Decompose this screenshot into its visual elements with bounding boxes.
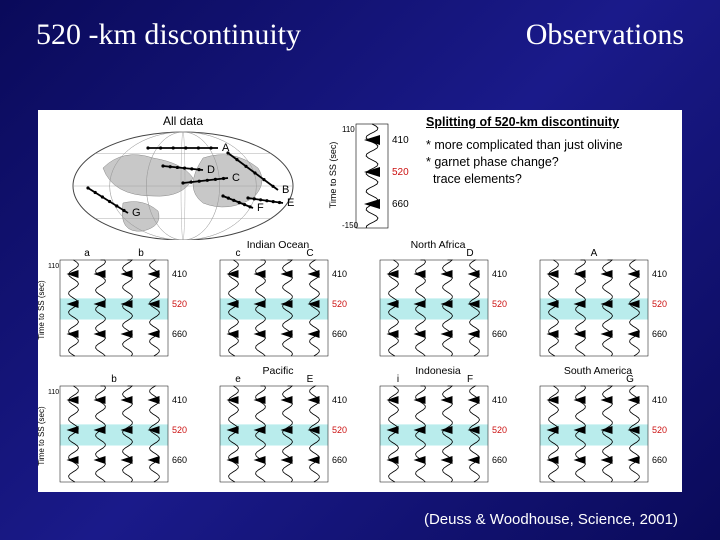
svg-text:Time to SS (sec): Time to SS (sec) [38,280,46,340]
citation: (Deuss & Woodhouse, Science, 2001) [424,511,678,528]
svg-text:660: 660 [492,455,507,465]
svg-text:D: D [207,164,215,176]
seismogram-icon: 410520660D [358,240,518,366]
figure-top-row: All data ABGCDEF Time to SS (sec)110-150… [38,110,682,240]
svg-text:660: 660 [172,455,187,465]
panel-title-c: Indian Ocean [198,239,358,251]
svg-text:B: B [282,184,289,196]
seismogram-icon: Time to SS (sec) 110 410 520 660 a b [38,240,198,366]
summary-stack-icon: Time to SS (sec)110-150410520660 [328,110,418,240]
title-row: 520 -km discontinuity Observations [0,0,720,60]
svg-text:660: 660 [392,199,409,210]
panel-e: Pacific410520660eE [198,366,358,492]
seismogram-icon: 410520660G [518,366,678,492]
svg-text:a: a [84,248,90,259]
svg-text:520: 520 [392,167,409,178]
panel-c: Indian Ocean410520660cC [198,240,358,366]
panel-f: Indonesia410520660iF [358,366,518,492]
svg-text:E: E [287,197,294,209]
svg-text:410: 410 [332,269,347,279]
svg-text:660: 660 [332,329,347,339]
svg-text:110: 110 [48,389,59,396]
svg-text:410: 410 [392,135,409,146]
svg-text:110: 110 [48,263,59,270]
svg-text:660: 660 [652,455,667,465]
svg-text:b: b [138,248,144,259]
svg-text:410: 410 [172,269,187,279]
overlay-bullet-1: * garnet phase change? [426,154,674,171]
panel-title-e: Pacific [198,365,358,377]
panel-A: 410 520 660 A [518,240,678,366]
svg-text:520: 520 [172,299,187,309]
overlay-subtitle: Splitting of 520-km discontinuity [426,114,674,131]
svg-text:520: 520 [652,299,667,309]
svg-text:520: 520 [492,425,507,435]
panel-title-d: North Africa [358,239,518,251]
overlay-bullet-2: trace elements? [426,171,674,188]
overlay-bullet-0: * more complicated than just olivine [426,137,674,154]
svg-text:520: 520 [332,425,347,435]
svg-text:520: 520 [652,425,667,435]
seismogram-icon: 410520660cC [198,240,358,366]
panel-d: North Africa410520660D [358,240,518,366]
panels-grid: Time to SS (sec) 110 410 520 660 a b Indian Oce… [38,240,682,492]
seismogram-icon: Time to SS (sec) 110 410 520 660 b [38,366,198,492]
globe-map-icon: ABGCDEF [53,128,313,240]
svg-text:660: 660 [652,329,667,339]
svg-text:410: 410 [172,395,187,405]
globe-panel: All data ABGCDEF [38,110,328,240]
panel-b: Time to SS (sec) 110 410 520 660 b [38,366,198,492]
text-overlay: Splitting of 520-km discontinuity * more… [418,110,682,240]
svg-text:110: 110 [342,125,355,134]
seismogram-icon: 410520660eE [198,366,358,492]
svg-text:Time to SS (sec): Time to SS (sec) [38,406,46,466]
panel-title-f: Indonesia [358,365,518,377]
svg-text:520: 520 [172,425,187,435]
svg-text:Time to SS (sec): Time to SS (sec) [328,142,338,209]
svg-text:F: F [257,202,264,214]
svg-text:C: C [232,172,240,184]
svg-text:410: 410 [492,269,507,279]
svg-text:A: A [591,248,598,259]
title-right: Observations [526,18,684,52]
svg-text:G: G [132,207,141,219]
top-summary-chart: Time to SS (sec)110-150410520660 [328,110,418,240]
svg-text:410: 410 [332,395,347,405]
figure-area: All data ABGCDEF Time to SS (sec)110-150… [38,110,682,492]
panel-title-g: South America [518,365,678,377]
svg-text:660: 660 [332,455,347,465]
globe-title: All data [44,114,322,128]
panel-a: Time to SS (sec) 110 410 520 660 a b [38,240,198,366]
svg-text:660: 660 [172,329,187,339]
panel-g: South America410520660G [518,366,678,492]
svg-text:410: 410 [652,269,667,279]
title-left: 520 -km discontinuity [36,18,301,52]
svg-text:410: 410 [492,395,507,405]
svg-text:410: 410 [652,395,667,405]
seismogram-icon: 410 520 660 A [518,240,678,366]
svg-text:660: 660 [492,329,507,339]
svg-text:520: 520 [332,299,347,309]
svg-text:b: b [111,374,117,385]
svg-text:520: 520 [492,299,507,309]
seismogram-icon: 410520660iF [358,366,518,492]
